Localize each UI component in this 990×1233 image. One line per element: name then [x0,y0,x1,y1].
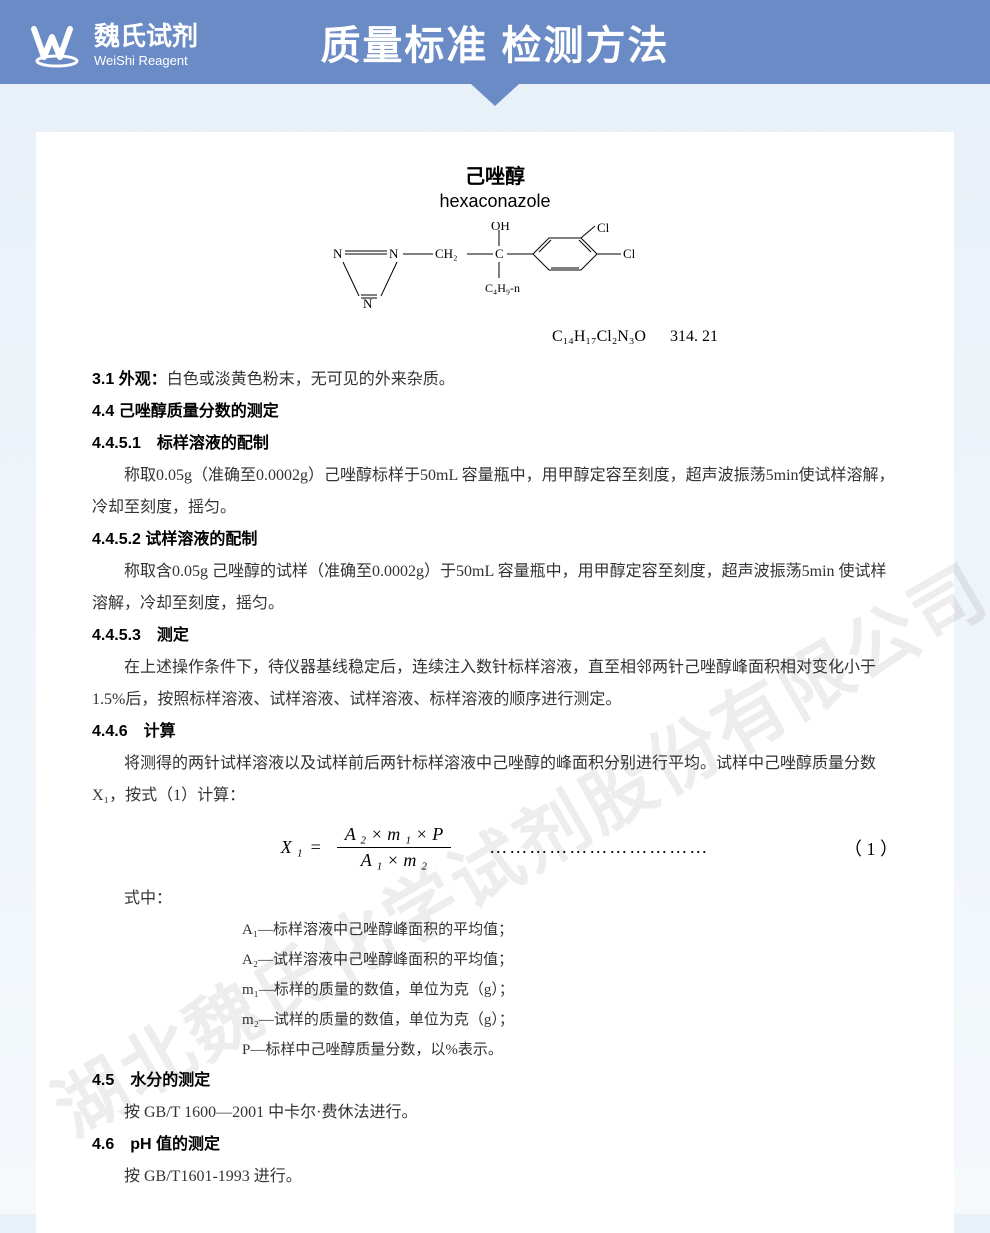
compound-title-en: hexaconazole [92,191,898,212]
section-4-4-title: 4.4 己唑醇质量分数的测定 [92,396,898,428]
group-ch2: CH₂ [435,246,458,261]
compound-title-cn: 己唑醇 [92,160,898,189]
section-4-5-body: 按 GB/T 1600—2001 中卡尔·费休法进行。 [92,1097,898,1129]
section-3-1: 3.1 外观：白色或淡黄色粉末，无可见的外来杂质。 [92,364,898,396]
section-4-4-5-1-title: 4.4.5.1 标样溶液的配制 [92,428,898,460]
section-4-5-title: 4.5 水分的测定 [92,1065,898,1097]
section-4-6-title: 4.6 pH 值的测定 [92,1129,898,1161]
atom-cl2: Cl [623,246,636,261]
header-bar: 质量标准 检测方法 魏氏试剂 WeiShi Reagent [0,0,990,84]
section-4-4-5-3-title: 4.4.5.3 测定 [92,620,898,652]
group-c4h9: C₄H₉-n [485,281,520,295]
atom-n2: N [389,246,399,261]
equation-number: （ 1 ） [844,835,898,861]
molecular-weight: 314. 21 [670,328,718,345]
document-card: 湖北魏氏化学试剂股份有限公司 己唑醇 hexaconazole N N N CH… [36,132,954,1233]
section-3-1-num: 3.1 外观： [92,371,167,388]
section-4-4-5-2-body: 称取含0.05g 己唑醇的试样（准确至0.0002g）于50mL 容量瓶中，用甲… [92,556,898,620]
section-4-4-5-3-body: 在上述操作条件下，待仪器基线稳定后，连续注入数针标样溶液，直至相邻两针己唑醇峰面… [92,652,898,716]
section-3-1-text: 白色或淡黄色粉末，无可见的外来杂质。 [167,371,455,388]
molecular-formula: C₁₄H₁₇Cl₂N₃O [552,328,646,345]
equation-1: X ₁ = A ₂ × m ₁ × P A ₁ × m ₂ …………………………… [92,824,898,871]
equation-lhs: X ₁ [281,837,303,858]
where-label: 式中： [92,883,898,915]
molecular-formula-line: C₁₄H₁₇Cl₂N₃O 314. 21 [92,328,898,346]
equation-numerator: A ₂ × m ₁ × P [337,824,451,848]
group-oh: OH [491,222,510,233]
section-4-4-5-1-body: 称取0.05g（准确至0.0002g）己唑醇标样于50mL 容量瓶中，用甲醇定容… [92,460,898,524]
atom-c: C [495,246,504,261]
logo-icon [30,15,84,69]
def-m1: m₁—标样的质量的数值，单位为克（g）； [242,975,898,1005]
symbol-definitions: A₁—标样溶液中己唑醇峰面积的平均值； A₂—试样溶液中己唑醇峰面积的平均值； … [242,915,898,1065]
equation-denominator: A ₁ × m ₂ [353,848,435,871]
header-title: 质量标准 检测方法 [0,13,990,71]
section-4-4-6-title: 4.4.6 计算 [92,716,898,748]
def-p: P—标样中己唑醇质量分数，以%表示。 [242,1035,898,1065]
atom-n1: N [333,246,343,261]
section-4-4-5-2-title: 4.4.5.2 试样溶液的配制 [92,524,898,556]
def-a1: A₁—标样溶液中己唑醇峰面积的平均值； [242,915,898,945]
equation-dots: …………………………… [489,837,709,858]
atom-cl1: Cl [597,222,610,235]
section-4-4-6-body: 将测得的两针试样溶液以及试样前后两针标样溶液中己唑醇的峰面积分别进行平均。试样中… [92,748,898,812]
def-m2: m₂—试样的质量的数值，单位为克（g）； [242,1005,898,1035]
header-pointer-icon [471,84,519,106]
def-a2: A₂—试样溶液中己唑醇峰面积的平均值； [242,945,898,975]
section-4-6-body: 按 GB/T1601-1993 进行。 [92,1161,898,1193]
chemical-structure: N N N CH₂ C OH C₄H₉-n [92,222,898,322]
